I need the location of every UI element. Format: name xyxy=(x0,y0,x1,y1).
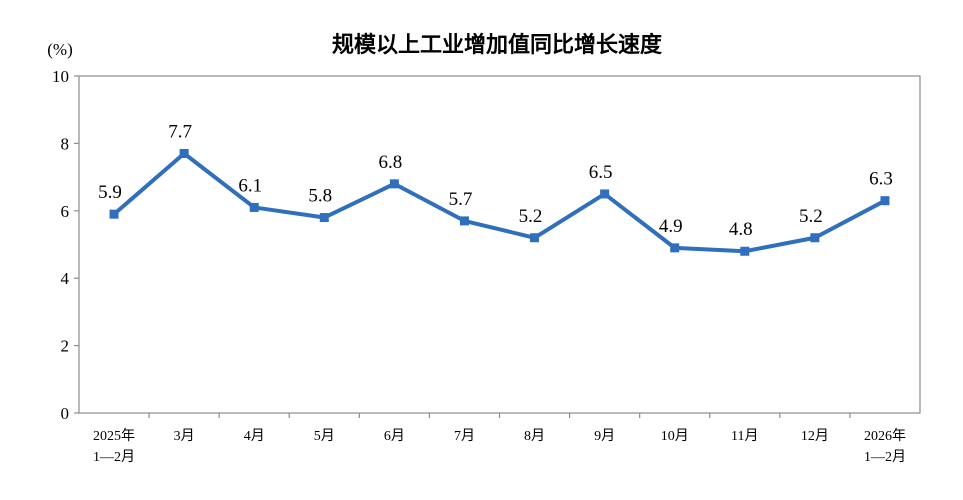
data-point xyxy=(109,209,119,219)
x-category-label: 11月 xyxy=(731,428,758,444)
data-point xyxy=(389,179,399,189)
x-category-label: 4月 xyxy=(244,428,265,444)
data-point xyxy=(459,216,469,226)
data-label: 7.7 xyxy=(168,122,192,143)
y-axis-ticks: 0 2 4 6 8 10 xyxy=(52,67,79,423)
data-label: 5.2 xyxy=(799,206,823,227)
data-label: 4.8 xyxy=(729,219,753,240)
chart-title: 规模以上工业增加值同比增长速度 xyxy=(332,32,663,58)
x-category-label: 5月 xyxy=(314,428,335,444)
data-point xyxy=(740,246,750,256)
series-group xyxy=(109,149,890,256)
data-label: 5.7 xyxy=(449,189,473,210)
y-tick-label: 10 xyxy=(52,67,69,86)
x-category-label: 2025年 xyxy=(93,428,135,444)
data-labels: 5.9 7.7 6.1 5.8 6.8 5.7 5.2 6.5 4.9 4.8 5.2 6.3 xyxy=(98,122,893,241)
x-category-label: 2026年 xyxy=(864,428,906,444)
data-label: 6.1 xyxy=(238,175,262,196)
y-tick-label: 6 xyxy=(61,202,70,221)
data-point xyxy=(319,213,329,223)
plot-area-frame xyxy=(78,75,921,414)
y-tick-label: 4 xyxy=(61,269,70,288)
y-tick-label: 8 xyxy=(61,134,70,153)
x-category-label: 12月 xyxy=(801,428,829,444)
x-category-label: 3月 xyxy=(174,428,195,444)
data-point xyxy=(880,196,890,206)
data-label: 6.5 xyxy=(589,162,613,183)
data-point xyxy=(179,149,189,159)
x-category-label: 9月 xyxy=(594,428,615,444)
x-category-label: 7月 xyxy=(454,428,475,444)
y-axis-unit-label: (%) xyxy=(47,40,72,59)
x-category-label: 1—2月 xyxy=(93,449,135,465)
data-label: 4.9 xyxy=(659,216,683,237)
x-category-label: 10月 xyxy=(661,428,689,444)
x-axis-ticks: 2025年 1—2月 3月 4月 5月 6月 7月 8月 9月 10月 11月 12月 2026年 1—2… xyxy=(93,413,906,465)
data-label: 5.2 xyxy=(519,206,543,227)
data-point xyxy=(670,243,680,253)
x-category-label: 6月 xyxy=(384,428,405,444)
y-tick-label: 2 xyxy=(61,337,70,356)
data-point xyxy=(530,233,540,243)
data-label: 6.3 xyxy=(869,169,893,190)
data-label: 5.9 xyxy=(98,182,122,203)
data-point xyxy=(249,202,259,212)
y-tick-label: 0 xyxy=(61,404,70,423)
x-category-label: 1—2月 xyxy=(864,449,906,465)
x-category-label: 8月 xyxy=(524,428,545,444)
data-point xyxy=(600,189,610,199)
data-label: 6.8 xyxy=(379,152,403,173)
data-label: 5.8 xyxy=(308,186,332,207)
data-point xyxy=(810,233,820,243)
series-line xyxy=(112,151,886,254)
